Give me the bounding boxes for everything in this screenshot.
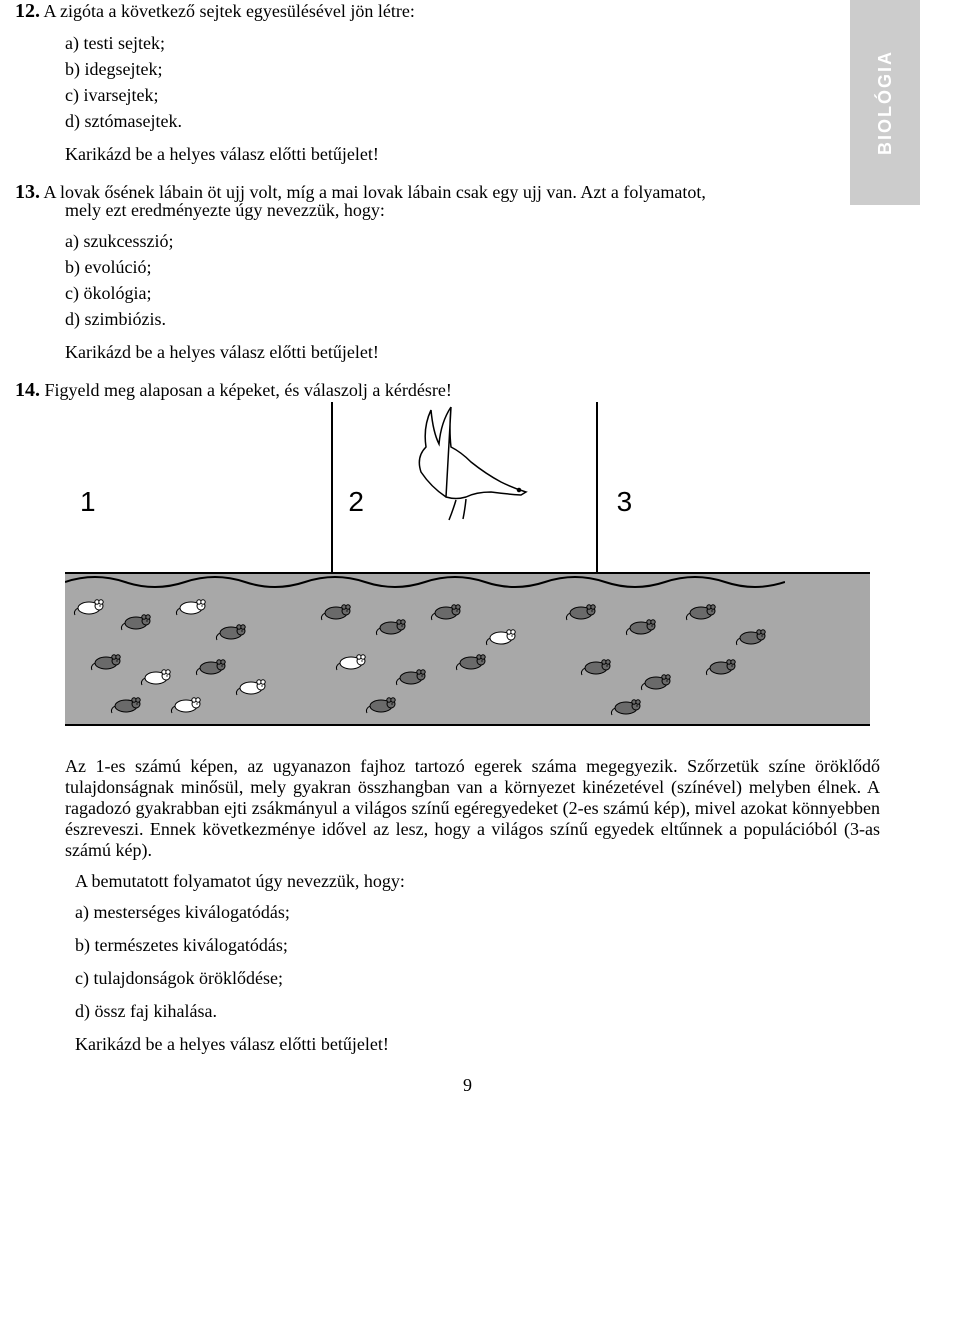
q12-option-a: a) testi sejtek; [65,33,830,54]
mouse-icon [335,649,369,671]
q12-instruction: Karikázd be a helyes válasz előtti betűj… [65,144,830,165]
q13-option-c: c) ökológia; [65,283,830,304]
mouse-icon [170,692,204,714]
mouse-icon [175,594,209,616]
panel-3-label: 3 [602,486,870,518]
mouse-icon [195,654,229,676]
q13-text-line1: A lovak ősének lábain öt ujj volt, míg a… [44,182,706,202]
page-number: 9 [15,1075,920,1096]
q14-illustration: 1 2 3 [65,432,870,726]
mouse-icon [565,599,599,621]
mouse-icon [320,599,354,621]
mouse-icon [120,609,154,631]
ground-area [65,572,870,726]
q13-option-b: b) evolúció; [65,257,830,278]
mouse-icon [455,649,489,671]
subject-tab-text: BIOLÓGIA [875,50,896,155]
mouse-icon [140,664,174,686]
q12-option-d: d) sztómasejtek. [65,111,830,132]
panel-1-label: 1 [65,486,333,518]
mouse-icon [90,649,124,671]
q13-instruction: Karikázd be a helyes válasz előtti betűj… [65,342,830,363]
mouse-icon [625,614,659,636]
mouse-icon [735,624,769,646]
mouse-icon [365,692,399,714]
mouse-icon [73,594,107,616]
q14-text: Figyeld meg alaposan a képeket, és válas… [45,380,452,400]
q14-sub-intro: A bemutatott folyamatot úgy nevezzük, ho… [75,871,920,892]
question-12: 12. A zigóta a következő sejtek egyesülé… [15,0,920,165]
q13-options: a) szukcesszió; b) evolúció; c) ökológia… [65,231,830,330]
mouse-icon [395,664,429,686]
mouse-icon [705,654,739,676]
q14-option-d: d) össz faj kihalása. [75,1001,920,1022]
q14-instruction: Karikázd be a helyes válasz előtti betűj… [75,1034,920,1055]
mouse-icon [110,692,144,714]
q13-text-line2: mely ezt eredményezte úgy nevezzük, hogy… [65,200,830,221]
mouse-icon [685,599,719,621]
mouse-icon [430,599,464,621]
ground-wave [65,572,785,592]
q12-option-b: b) idegsejtek; [65,59,830,80]
mouse-icon [375,614,409,636]
bird-icon [371,402,531,532]
q13-option-d: d) szimbiózis. [65,309,830,330]
subject-tab: BIOLÓGIA [850,0,920,205]
panel-numbers: 1 2 3 [65,432,870,572]
q13-number: 13. [15,181,40,203]
q14-option-c: c) tulajdonságok öröklődése; [75,968,920,989]
q14-option-a: a) mesterséges kiválogatódás; [75,902,920,923]
mouse-icon [640,669,674,691]
mouse-icon [580,654,614,676]
q12-text: A zigóta a következő sejtek egyesüléséve… [44,1,415,21]
mouse-icon [235,674,269,696]
q14-paragraph: Az 1-es számú képen, az ugyanazon fajhoz… [65,756,880,861]
mouse-icon [610,694,644,716]
question-13: 13. A lovak ősének lábain öt ujj volt, m… [15,181,920,363]
question-14: 14. Figyeld meg alaposan a képeket, és v… [15,379,920,1055]
q12-number: 12. [15,0,40,22]
q14-option-b: b) természetes kiválogatódás; [75,935,920,956]
q12-option-c: c) ivarsejtek; [65,85,830,106]
q12-options: a) testi sejtek; b) idegsejtek; c) ivars… [65,33,830,132]
q14-number: 14. [15,379,40,401]
q13-option-a: a) szukcesszió; [65,231,830,252]
mouse-icon [215,619,249,641]
mouse-icon [485,624,519,646]
